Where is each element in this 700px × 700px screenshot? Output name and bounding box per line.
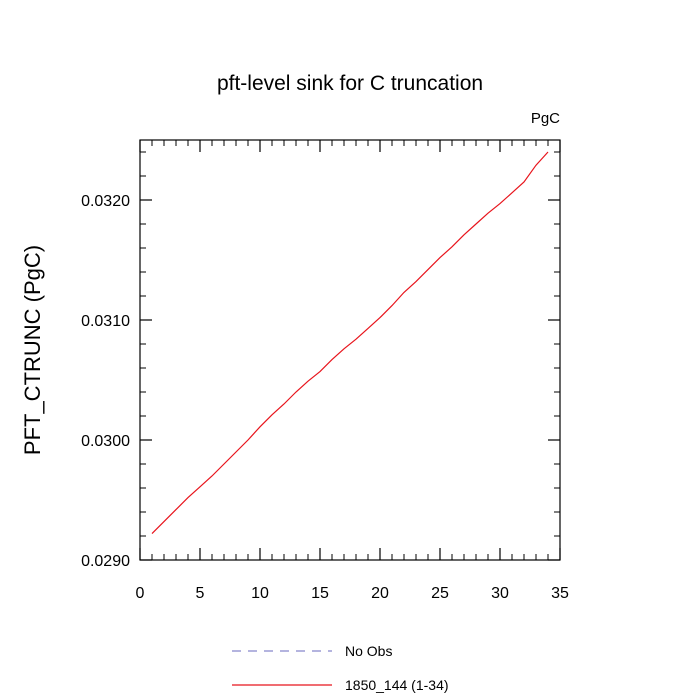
y-tick-label: 0.0290 [81, 553, 130, 570]
series-layer [151, 151, 549, 535]
y-axis-label: PFT_CTRUNC (PgC) [20, 245, 45, 455]
legend-label: 1850_144 (1-34) [345, 677, 449, 693]
x-tick-label: 5 [196, 585, 205, 602]
x-tick-label: 15 [311, 585, 329, 602]
axis-ticks: 0 5 10 15 20 25 30 35 0.0290 0.0300 0.0310 0.0320 [81, 140, 569, 602]
chart-title: pft-level sink for C truncation [217, 72, 483, 95]
legend-label: No Obs [345, 643, 392, 659]
series-line [151, 151, 549, 535]
x-tick-label: 20 [371, 585, 389, 602]
plot-frame [139, 139, 561, 561]
x-tick-label: 10 [251, 585, 269, 602]
x-tick-label: 25 [431, 585, 449, 602]
legend: No Obs 1850_144 (1-34) [232, 643, 449, 693]
x-tick-label: 30 [491, 585, 509, 602]
y-tick-label: 0.0320 [81, 193, 130, 210]
x-tick-label: 0 [136, 585, 145, 602]
units-label: PgC [531, 110, 560, 127]
y-tick-label: 0.0310 [81, 313, 130, 330]
y-tick-label: 0.0300 [81, 433, 130, 450]
x-tick-label: 35 [551, 585, 569, 602]
